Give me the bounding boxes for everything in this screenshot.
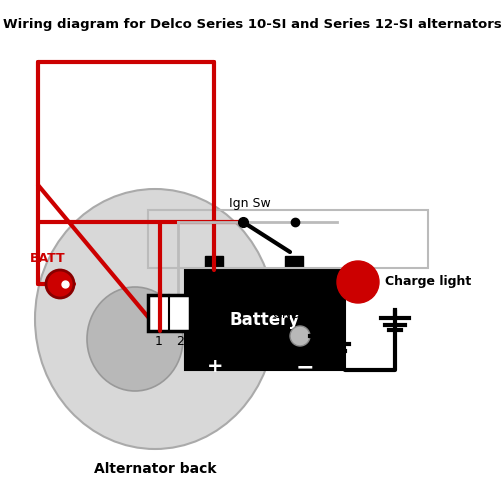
Text: Alternator back: Alternator back — [94, 462, 216, 476]
Text: +: + — [207, 357, 223, 376]
Bar — [148, 295, 190, 331]
Bar — [185, 270, 345, 370]
Text: Battery: Battery — [230, 311, 300, 329]
Text: BATT: BATT — [30, 253, 66, 266]
Text: 1: 1 — [155, 335, 163, 348]
Circle shape — [337, 261, 379, 303]
Bar — [205, 256, 223, 270]
Text: Charge light: Charge light — [385, 276, 471, 288]
Text: Ign Sw: Ign Sw — [229, 197, 271, 210]
Text: GND: GND — [273, 307, 301, 321]
Ellipse shape — [87, 287, 183, 391]
Text: −: − — [296, 357, 314, 377]
Circle shape — [290, 326, 310, 346]
Circle shape — [46, 270, 74, 298]
Text: Wiring diagram for Delco Series 10-SI and Series 12-SI alternators: Wiring diagram for Delco Series 10-SI an… — [3, 18, 501, 31]
Bar — [285, 256, 303, 270]
Bar — [148, 210, 428, 268]
Ellipse shape — [35, 189, 275, 449]
Text: 2: 2 — [176, 335, 184, 348]
